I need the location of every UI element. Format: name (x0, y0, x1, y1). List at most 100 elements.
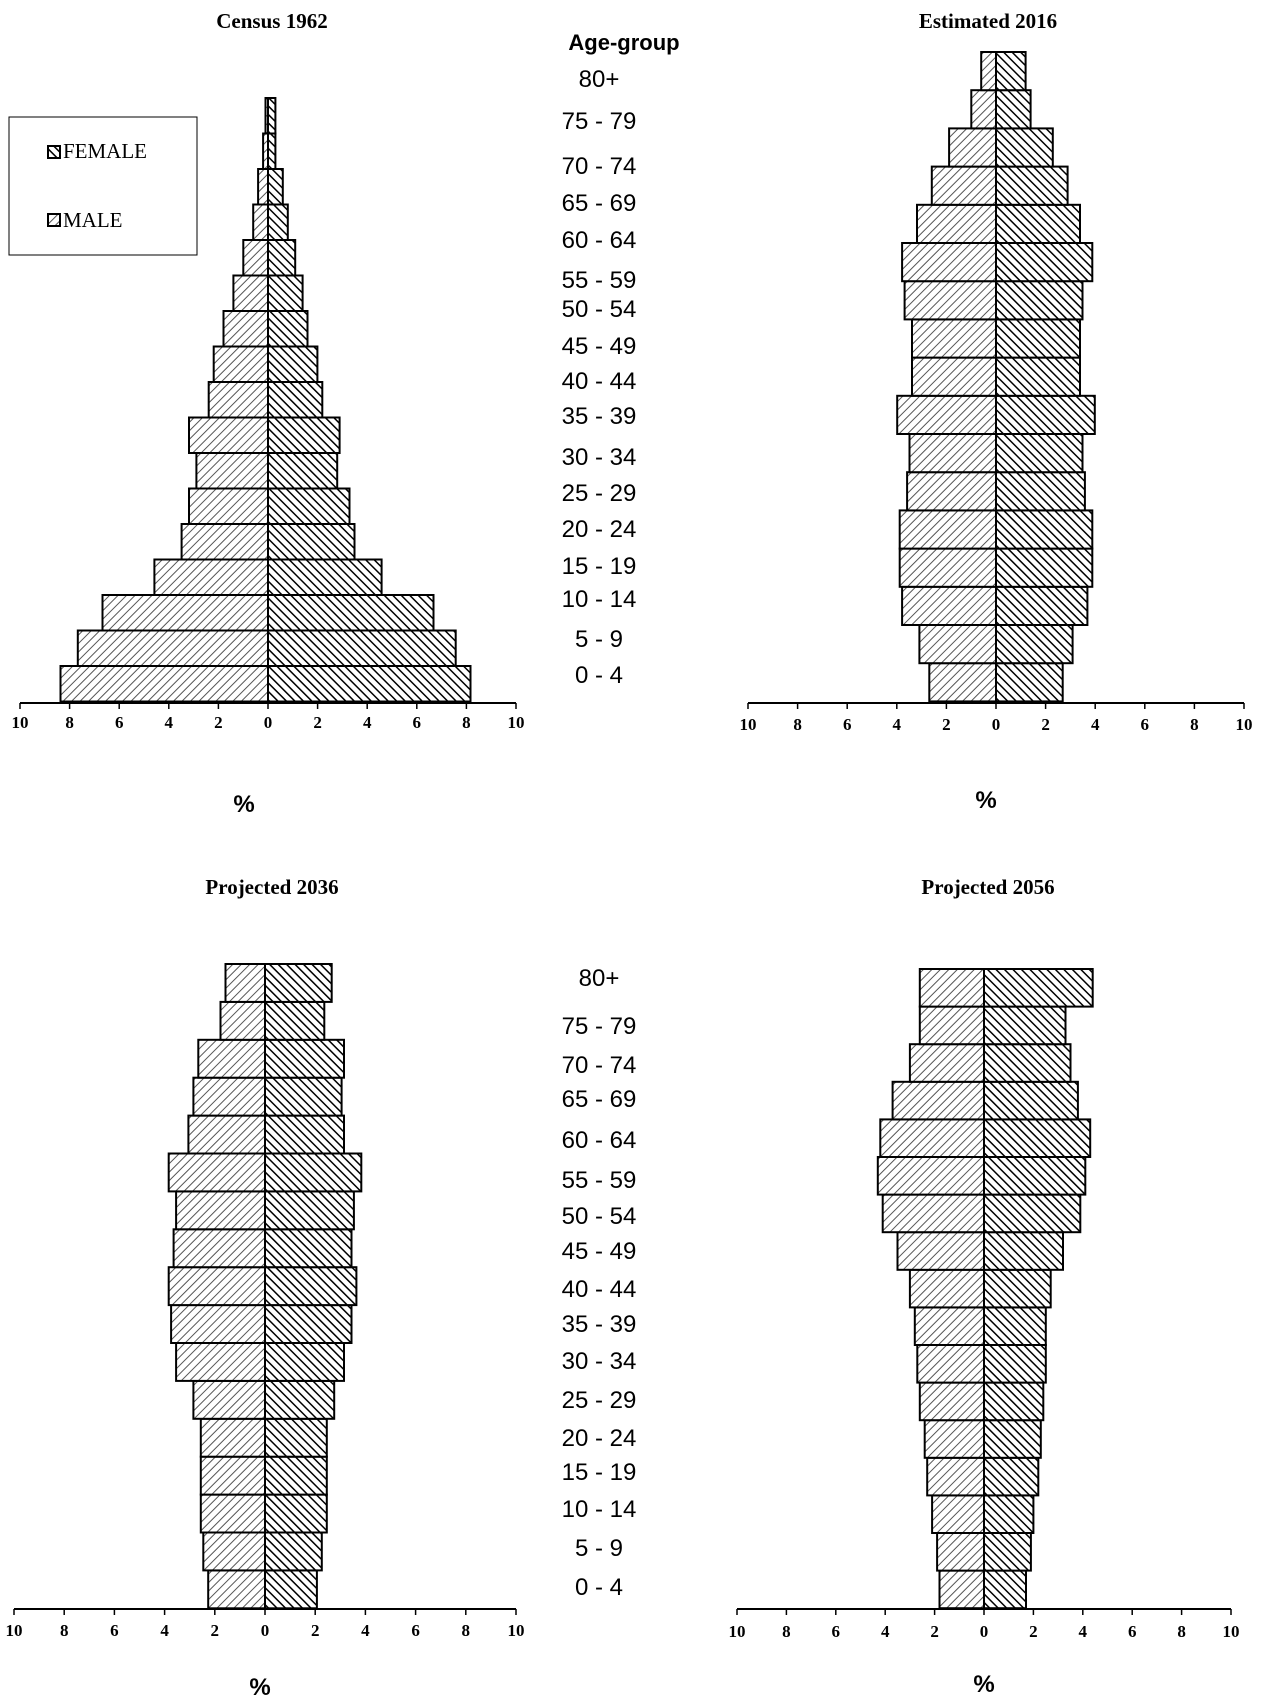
bar-female-30-34 (995, 433, 1084, 474)
bar-male-10-14 (901, 585, 997, 626)
x-tick-label: 6 (1141, 715, 1150, 734)
bar-male-30-34 (916, 1344, 985, 1384)
x-tick-label: 8 (1190, 715, 1199, 734)
x-axis-label: % (249, 1674, 270, 1701)
pyramid-projected-2056: 10 8 6 4 2 0 2 4 6 8 10% (729, 968, 1240, 1698)
bar-male-65-69 (891, 1080, 985, 1121)
bar-female-65-69 (983, 1080, 1079, 1121)
x-tick-label: 10 (729, 1622, 746, 1641)
bar-male-55-59 (876, 1156, 985, 1196)
bar-female-45-49 (983, 1231, 1064, 1271)
x-axis-label: % (975, 787, 996, 814)
bar-female-40-44 (995, 356, 1081, 397)
age-group-label: 25 - 29 (562, 1387, 637, 1414)
bar-male-35-39 (170, 1304, 267, 1344)
bar-male-10-14 (101, 594, 269, 632)
bar-male-45-49 (212, 345, 269, 383)
x-tick-label: 10 (12, 713, 29, 732)
bar-female-75-79 (267, 132, 277, 170)
bar-male-70-74 (257, 168, 270, 206)
bar-male-25-29 (188, 487, 269, 525)
x-tick-label: 6 (110, 1621, 119, 1640)
bar-female-65-69 (267, 203, 289, 241)
x-tick-label: 2 (313, 713, 322, 732)
age-group-label: 55 - 59 (562, 1167, 637, 1194)
age-group-label: 65 - 69 (562, 1086, 637, 1113)
bar-male-80+ (224, 963, 266, 1003)
bar-male-75-79 (219, 1000, 266, 1041)
bar-male-0-4 (938, 1569, 985, 1610)
pyramid-estimated-2016: 10 8 6 4 2 0 2 4 6 8 10% (740, 51, 1253, 814)
bar-male-70-74 (908, 1043, 986, 1083)
bar-male-50-54 (175, 1190, 267, 1231)
bar-male-45-49 (911, 318, 997, 359)
bar-female-80+ (983, 968, 1094, 1008)
bar-male-10-14 (931, 1494, 985, 1535)
bar-female-35-39 (264, 1304, 353, 1344)
bar-male-75-79 (970, 89, 997, 130)
bar-male-60-64 (242, 239, 270, 277)
bar-male-35-39 (913, 1306, 985, 1347)
x-tick-label: 0 (980, 1622, 989, 1641)
bar-female-40-44 (264, 1266, 358, 1307)
x-tick-label: 4 (361, 1621, 370, 1640)
bar-male-5-9 (918, 624, 998, 665)
age-group-label: 75 - 79 (562, 108, 637, 135)
age-group-label: 15 - 19 (562, 1459, 637, 1486)
age-group-label: 20 - 24 (562, 1425, 637, 1452)
bar-male-40-44 (908, 1268, 986, 1309)
x-tick-label: 4 (881, 1622, 890, 1641)
age-group-label: 10 - 14 (562, 1496, 637, 1523)
bar-female-25-29 (264, 1379, 336, 1420)
bar-male-15-19 (199, 1455, 266, 1496)
legend-label-female: FEMALE (63, 139, 147, 163)
x-tick-label: 8 (65, 713, 74, 732)
x-tick-label: 0 (264, 713, 273, 732)
x-tick-label: 6 (115, 713, 124, 732)
bar-female-60-64 (995, 203, 1081, 245)
x-tick-label: 2 (211, 1621, 220, 1640)
age-group-label: 0 - 4 (575, 1574, 623, 1601)
bar-male-45-49 (172, 1228, 267, 1269)
bar-male-30-34 (175, 1342, 267, 1382)
bar-male-80+ (918, 968, 985, 1008)
bar-female-40-44 (267, 381, 324, 419)
x-tick-label: 8 (1177, 1622, 1186, 1641)
age-group-label: 25 - 29 (562, 480, 637, 507)
age-group-label: 70 - 74 (562, 153, 637, 180)
bar-female-55-59 (264, 1152, 363, 1193)
bar-female-75-79 (995, 89, 1032, 130)
age-group-label: 50 - 54 (562, 296, 637, 323)
bar-female-45-49 (267, 345, 319, 383)
bar-male-40-44 (207, 381, 269, 419)
x-tick-label: 10 (508, 713, 525, 732)
x-tick-label: 10 (1236, 715, 1253, 734)
bar-female-15-19 (995, 547, 1094, 588)
x-tick-label: 6 (413, 713, 422, 732)
age-group-label: 45 - 49 (562, 1238, 637, 1265)
bar-male-75-79 (918, 1005, 985, 1046)
x-tick-label: 2 (942, 715, 951, 734)
bar-male-65-69 (252, 203, 269, 241)
bar-male-15-19 (153, 558, 269, 596)
age-group-label: 60 - 64 (562, 1127, 637, 1154)
bar-male-0-4 (928, 662, 997, 703)
bar-female-35-39 (983, 1306, 1047, 1347)
pyramid-projected-2036: 10 8 6 4 2 0 2 4 6 8 10% (6, 963, 525, 1701)
age-group-label: 75 - 79 (562, 1013, 637, 1040)
chart-title-projected-2036: Projected 2036 (205, 875, 338, 899)
age-group-label: 80+ (579, 965, 620, 992)
x-tick-label: 2 (214, 713, 223, 732)
bar-female-70-74 (267, 168, 284, 206)
bar-female-70-74 (983, 1043, 1072, 1083)
bar-female-20-24 (267, 523, 356, 561)
bar-male-60-64 (187, 1114, 266, 1155)
bar-male-40-44 (911, 356, 997, 397)
x-tick-label: 6 (1128, 1622, 1137, 1641)
bar-female-25-29 (995, 471, 1086, 512)
x-tick-label: 8 (793, 715, 802, 734)
bar-male-5-9 (202, 1531, 267, 1572)
age-labels-top: 80+ 75 - 79 70 - 74 65 - 69 60 - 64 55 - 5950… (562, 66, 637, 689)
bar-female-75-79 (264, 1000, 326, 1041)
bar-female-60-64 (983, 1118, 1092, 1159)
